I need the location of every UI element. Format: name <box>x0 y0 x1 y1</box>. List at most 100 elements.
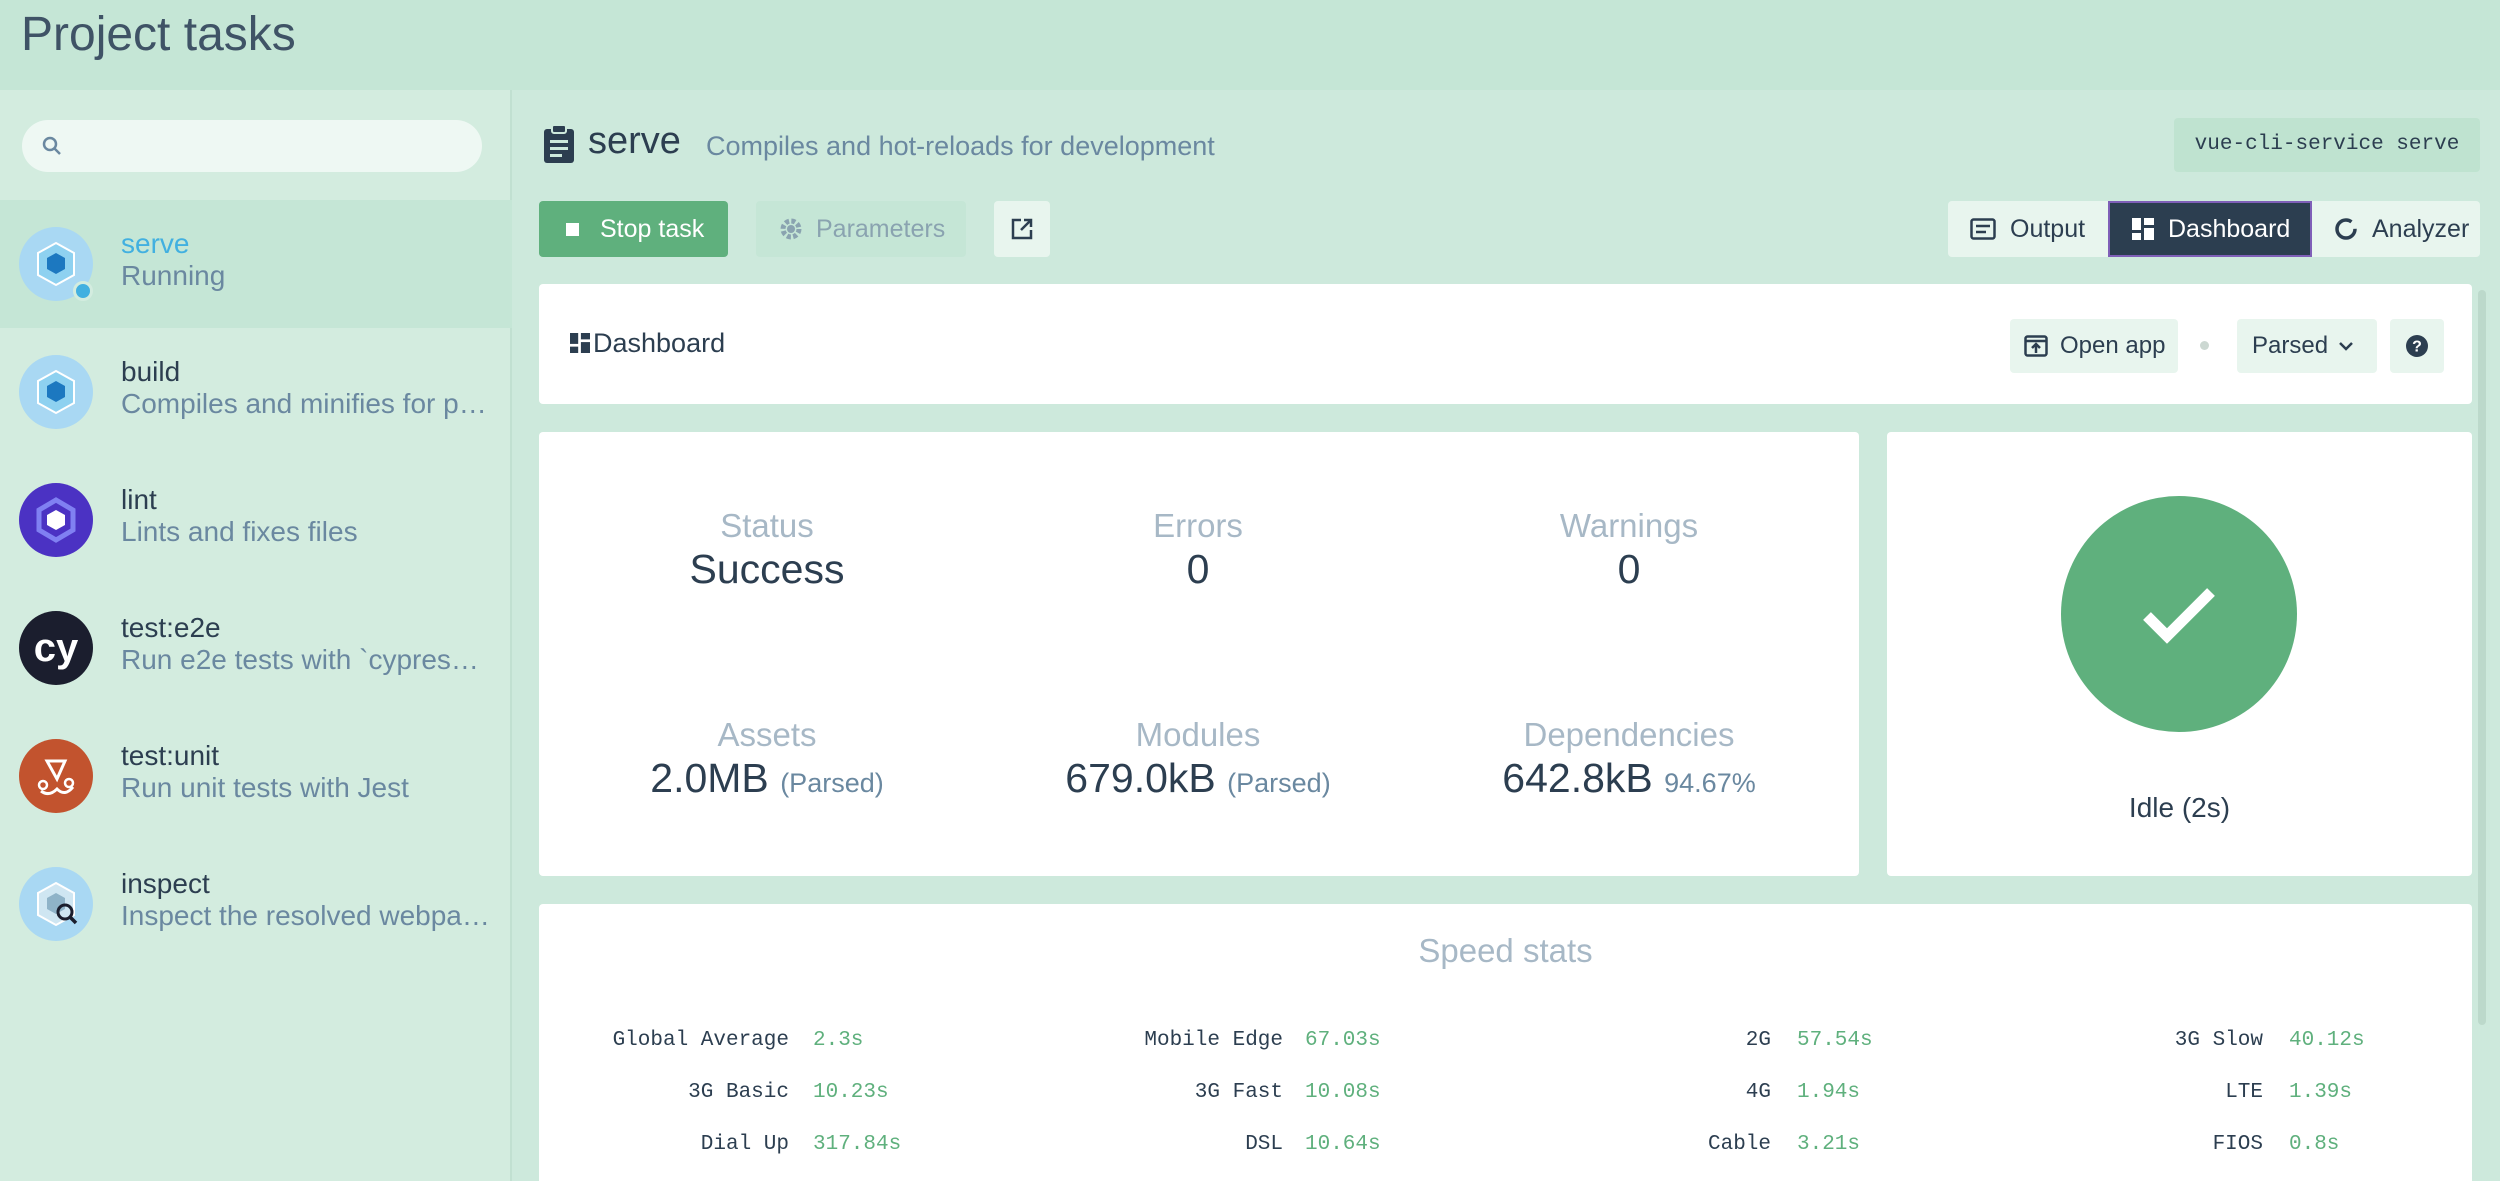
speed-stat-label: 3G Fast <box>1194 1081 1283 1104</box>
size-mode-value: Parsed <box>2252 332 2329 359</box>
task-subtitle: Compiles and hot-reloads for development <box>706 131 1215 161</box>
task-title: serve <box>588 120 681 162</box>
stat-value: 679.0kB <box>1065 755 1216 801</box>
idle-status: Idle (2s) <box>2128 792 2231 823</box>
speed-stat-label: 3G Basic <box>688 1081 789 1104</box>
speed-stat-label: Cable <box>1707 1133 1771 1156</box>
task-item-test-e2e[interactable]: cy test:e2e Run e2e tests with `cypress … <box>0 584 512 712</box>
stat-value: Success <box>689 546 845 592</box>
stop-task-button[interactable]: Stop task <box>539 201 728 257</box>
top-bar: Project tasks <box>0 0 2500 90</box>
dashboard-icon <box>2132 218 2154 240</box>
task-name: serve <box>121 228 190 259</box>
speed-stat-value: 0.8s <box>2289 1133 2340 1156</box>
stat-label: Warnings <box>1559 507 1699 544</box>
speed-stat-value: 1.94s <box>1797 1081 1861 1104</box>
stat-errors: Errors 0 <box>998 506 1398 592</box>
task-item-test-unit[interactable]: test:unit Run unit tests with Jest <box>0 712 512 840</box>
task-item-build[interactable]: build Compiles and minifies for producti… <box>0 328 512 456</box>
tab-dashboard-label: Dashboard <box>2168 214 2291 243</box>
speed-stat-label: Global Average <box>612 1029 789 1052</box>
open-external-button[interactable] <box>994 201 1050 257</box>
speed-stat-value: 10.64s <box>1305 1133 1381 1156</box>
task-description: Inspect the resolved webpack config <box>121 900 491 931</box>
speed-stat-label: Dial Up <box>700 1133 789 1156</box>
cypress-icon: cy <box>19 611 93 685</box>
chevron-down-icon <box>2339 342 2353 351</box>
open-in-browser-icon <box>2024 335 2048 357</box>
task-name: build <box>121 356 181 387</box>
stat-value: 642.8kB <box>1502 755 1653 801</box>
speed-stat-value: 1.39s <box>2289 1081 2353 1104</box>
task-item-inspect[interactable]: inspect Inspect the resolved webpack con… <box>0 840 512 968</box>
stat-value-row: 2.0MB (Parsed) <box>567 755 967 806</box>
tab-output-label: Output <box>2010 214 2086 243</box>
stat-label: Modules <box>1135 716 1261 753</box>
speed-stat-value: 57.54s <box>1797 1029 1873 1052</box>
scrollbar[interactable] <box>2478 290 2486 1025</box>
task-description: Lints and fixes files <box>121 516 358 547</box>
stat-warnings: Warnings 0 <box>1429 506 1829 592</box>
stat-value: 0 <box>1617 546 1641 592</box>
speed-stat-label: LTE <box>2225 1081 2263 1104</box>
stop-icon <box>566 222 579 236</box>
stat-value-row: 642.8kB 94.67% <box>1429 755 1829 806</box>
speed-stat-value: 40.12s <box>2289 1029 2365 1052</box>
search-box[interactable] <box>22 120 482 172</box>
speed-stat-value: 10.23s <box>813 1081 889 1104</box>
donut-chart-icon <box>2335 218 2357 240</box>
dashboard-icon <box>570 333 590 353</box>
stat-dependencies: Dependencies 642.8kB 94.67% <box>1429 715 1829 806</box>
external-link-icon <box>1011 218 1033 240</box>
stat-status: Status Success <box>567 506 967 592</box>
svg-text:cy: cy <box>34 626 79 670</box>
gear-icon <box>780 218 802 240</box>
parameters-label: Parameters <box>816 214 946 243</box>
speed-stat-label: 3G Slow <box>2174 1029 2263 1052</box>
size-mode-select[interactable]: Parsed <box>2237 319 2377 373</box>
tab-output[interactable]: Output <box>1948 201 2108 257</box>
help-button[interactable]: ? <box>2390 319 2444 373</box>
tab-analyzer-label: Analyzer <box>2372 214 2470 243</box>
speed-stat-value: 3.21s <box>1797 1133 1861 1156</box>
dashboard-title: Dashboard <box>593 328 726 358</box>
jest-icon <box>19 739 93 813</box>
search-icon <box>42 136 61 155</box>
open-app-label: Open app <box>2060 332 2166 359</box>
eslint-icon <box>19 483 93 557</box>
speed-stat-label: FIOS <box>2212 1133 2263 1156</box>
page-title: Project tasks <box>21 8 296 61</box>
tab-dashboard[interactable]: Dashboard <box>2108 201 2312 257</box>
stat-assets: Assets 2.0MB (Parsed) <box>567 715 967 806</box>
speed-stat-label: Mobile Edge <box>1144 1029 1283 1052</box>
task-name: test:e2e <box>121 612 221 643</box>
speed-stats-card: Speed stats Global Average 2.3s Mobile Edg… <box>539 904 2472 1181</box>
task-name: inspect <box>121 868 210 899</box>
speed-stat-label: 4G <box>1745 1081 1771 1104</box>
task-description: Compiles and minifies for production <box>121 388 491 419</box>
tab-analyzer[interactable]: Analyzer <box>2312 201 2480 257</box>
stat-suffix: (Parsed) <box>1227 768 1331 798</box>
open-app-button[interactable]: Open app <box>2010 319 2178 373</box>
dashboard-header: Dashboard Open app Parsed ? <box>539 284 2472 404</box>
webpack-icon <box>19 227 93 301</box>
task-name: lint <box>121 484 157 515</box>
search-input[interactable] <box>78 128 458 164</box>
parameters-button[interactable]: Parameters <box>756 201 966 257</box>
task-command[interactable]: vue-cli-service serve <box>2174 118 2480 172</box>
stat-value: 0 <box>1186 546 1210 592</box>
task-name: test:unit <box>121 740 220 771</box>
stat-value: 2.0MB <box>650 755 769 801</box>
success-check-icon <box>2061 496 2297 732</box>
sidebar: serve Running build Compiles and minifie… <box>0 90 512 1181</box>
speed-stat-value: 10.08s <box>1305 1081 1381 1104</box>
separator-dot <box>2200 341 2209 350</box>
stat-value-row: 679.0kB (Parsed) <box>998 755 1398 806</box>
task-item-lint[interactable]: lint Lints and fixes files <box>0 456 512 584</box>
help-icon: ? <box>2406 335 2428 357</box>
task-item-serve[interactable]: serve Running <box>0 200 512 328</box>
speed-stat-value: 2.3s <box>813 1029 864 1052</box>
stat-label: Errors <box>1153 507 1243 544</box>
stat-modules: Modules 679.0kB (Parsed) <box>998 715 1398 806</box>
webpack-icon <box>19 355 93 429</box>
